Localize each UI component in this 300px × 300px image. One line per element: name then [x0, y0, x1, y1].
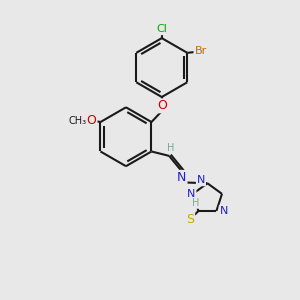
Text: H: H: [167, 142, 174, 153]
Text: N: N: [177, 171, 187, 184]
Text: Br: Br: [194, 46, 207, 56]
Text: N: N: [197, 175, 205, 185]
Text: O: O: [86, 114, 96, 127]
Text: Cl: Cl: [156, 24, 167, 34]
Text: O: O: [157, 99, 167, 112]
Text: S: S: [186, 213, 194, 226]
Text: CH₃: CH₃: [68, 116, 86, 126]
Text: H: H: [192, 198, 200, 208]
Text: N: N: [220, 206, 228, 216]
Text: N: N: [187, 189, 196, 199]
